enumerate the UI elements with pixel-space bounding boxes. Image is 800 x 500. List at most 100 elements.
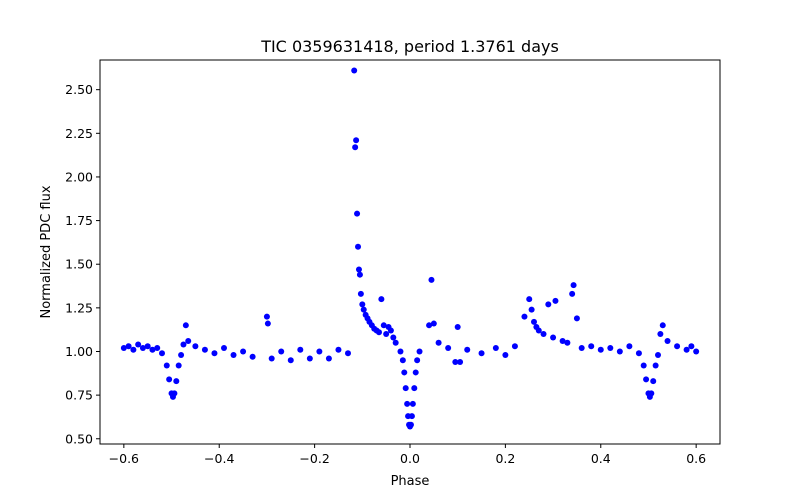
data-point [521,313,528,320]
data-point [502,351,509,358]
data-point [120,345,127,351]
data-point [380,322,387,329]
data-point [287,357,294,364]
data-point [693,348,700,355]
data-point [178,351,185,358]
x-axis-label: Phase [391,474,430,489]
data-point [354,210,361,217]
data-point [407,421,414,428]
data-point [163,362,170,369]
x-tick-label: −0.6 [109,451,139,466]
data-point [652,362,659,369]
data-point [570,282,577,289]
data-point [526,296,533,303]
data-point [550,334,557,341]
data-point [353,137,360,144]
data-point [540,331,547,338]
data-point [355,243,362,250]
tick-group: −0.6 −0.4 −0.2 0.0 0.2 0.4 0.6 0.50 0.75 1.00 1.25… [65,82,706,466]
data-point [411,385,418,392]
data-point [664,338,671,345]
data-point [149,346,156,353]
data-point [166,376,173,383]
data-point [159,350,165,357]
data-point [201,346,208,353]
data-point [531,318,537,325]
data-point [657,331,664,338]
data-point [683,346,690,353]
x-tick-label: −0.2 [299,451,329,466]
data-point [399,357,406,364]
data-point [428,276,435,283]
y-tick-label: 0.75 [65,388,93,403]
data-point [559,338,566,345]
data-point [408,413,415,420]
data-point [192,343,199,350]
data-point [607,345,614,351]
x-tick-label: 0.2 [495,451,515,466]
data-point [182,322,189,329]
data-point [464,346,471,353]
y-axis-label: Normalized PDC flux [39,185,54,318]
data-point [569,290,576,297]
data-point [356,271,363,278]
x-tick-label: 0.0 [400,451,420,466]
data-point [412,369,419,376]
data-point [578,345,585,351]
data-point [552,297,559,304]
data-point [139,345,146,351]
data-point [674,343,681,350]
plot-frame [99,59,721,445]
y-tick-label: 0.50 [65,431,93,446]
data-point [659,322,666,329]
data-point [264,320,271,327]
data-point [171,390,178,397]
data-point [383,331,390,338]
data-point [597,346,604,353]
data-point [376,329,382,336]
y-tick-label: 2.25 [65,126,93,141]
data-point [390,334,397,341]
data-point [452,358,459,365]
data-point [640,362,647,369]
data-point [135,341,142,348]
data-point [378,296,385,303]
data-point [402,385,409,392]
data-point [655,351,661,358]
y-tick-label: 1.50 [65,257,93,272]
data-point [154,345,161,351]
data-point [588,343,595,350]
data-point [688,343,695,350]
data-point [263,313,270,320]
data-point [351,67,358,74]
data-point [635,350,642,357]
data-point [535,327,542,334]
data-point [278,348,285,355]
y-tick-label: 2.00 [65,169,93,184]
data-point [387,327,394,334]
data-point [240,348,247,355]
data-points [120,67,700,430]
x-tick-label: −0.4 [204,451,234,466]
data-point [454,324,461,331]
data-point [360,306,367,313]
data-point [564,339,571,346]
data-point [211,350,218,357]
data-point [414,357,421,364]
data-point [404,400,411,407]
data-point [345,350,351,357]
data-point [185,338,192,345]
data-point [175,362,182,369]
data-point [221,345,227,351]
data-point [435,339,442,346]
data-point [492,345,499,351]
data-point [416,348,423,355]
data-point [357,290,364,297]
data-point [545,301,552,308]
data-point [430,320,437,327]
data-point [249,353,256,360]
data-point [457,358,464,365]
x-tick-label: 0.4 [591,451,611,466]
data-point [359,301,366,308]
data-point [650,378,657,385]
